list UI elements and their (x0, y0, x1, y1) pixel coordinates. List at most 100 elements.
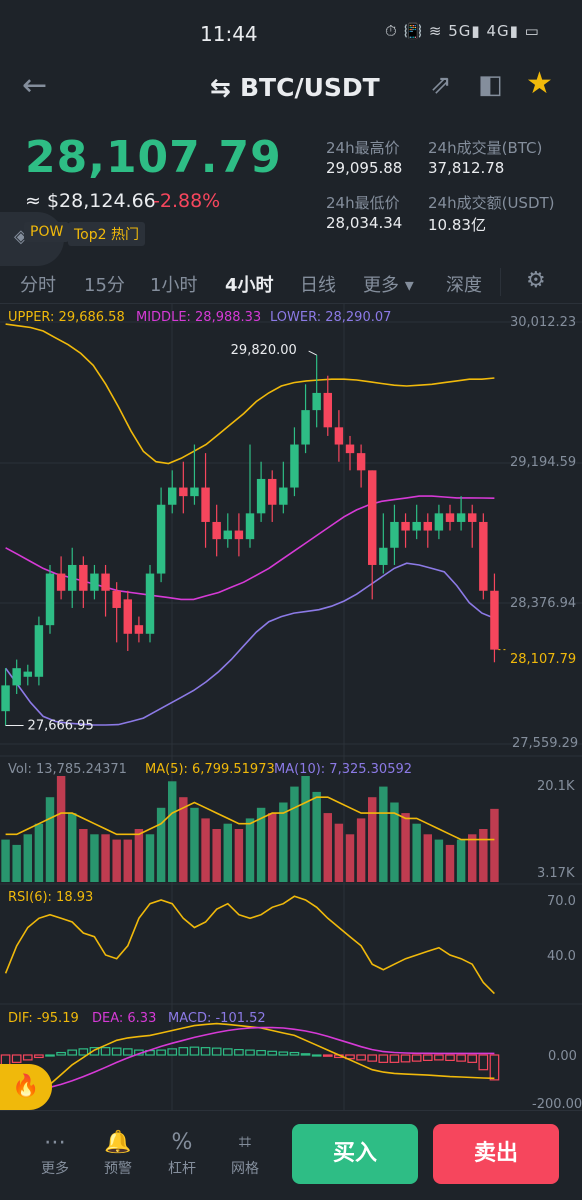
macd-hist-bar (34, 1054, 44, 1059)
boll-lower-line (4, 562, 495, 726)
macd-chart (0, 1022, 500, 1100)
candle-body (223, 530, 232, 540)
tab-depth[interactable]: 深度 (446, 275, 482, 296)
tab-more[interactable]: 更多 ▾ (363, 275, 414, 296)
volume-bar (79, 829, 88, 882)
percent-icon: % (171, 1130, 193, 1155)
volume-bar (201, 818, 210, 882)
tab-1d[interactable]: 日线 (300, 275, 336, 296)
fiat-price: ≈ $28,124.66 (25, 190, 156, 212)
high-value: 29,095.88 (326, 159, 403, 177)
macd-hist-bar (56, 1051, 66, 1056)
candle-body (145, 573, 155, 634)
macd-hist-bar (22, 1054, 33, 1061)
high-marker-line (308, 350, 317, 356)
last-price: 28,107.79 (25, 132, 282, 183)
nav-alert[interactable]: 🔔 预警 (91, 1130, 145, 1178)
boll-upper-label: UPPER: 29,686.58 (8, 310, 125, 325)
candle-body (412, 521, 421, 531)
candle-body (456, 513, 466, 522)
vol-ma5-label: MA(5): 6,799.51973 (145, 762, 275, 777)
volume-bar (45, 797, 55, 882)
candle-body (212, 521, 221, 540)
split-view-icon[interactable]: ◧ (478, 70, 503, 100)
macd-hist-bar (189, 1046, 200, 1056)
tag-top2-hot[interactable]: Top2 热门 (68, 222, 145, 246)
volume-bar (168, 781, 177, 882)
rsi-axis-label-1: 40.0 (547, 949, 576, 964)
candle-body (156, 504, 166, 574)
volume-bar (456, 839, 466, 882)
volume-bar (312, 791, 321, 882)
sell-button[interactable]: 卖出 (433, 1124, 559, 1184)
volume-ma5-line (5, 796, 495, 841)
macd-hist-bar (367, 1054, 378, 1062)
candle-body (79, 564, 88, 591)
tag-pow[interactable]: POW (24, 222, 70, 242)
high-marker-label: 29,820.00 (231, 343, 297, 358)
tab-1h[interactable]: 1小时 (150, 275, 198, 296)
tab-4h[interactable]: 4小时 (225, 275, 274, 296)
candle-body (334, 427, 344, 445)
volume-bar (68, 813, 77, 882)
candles (1, 355, 499, 726)
candle-body (479, 521, 488, 591)
volume-bar (468, 834, 477, 882)
macd-axis-label-0: 0.00 (548, 1049, 577, 1064)
volume-bar (268, 813, 277, 882)
change-percent: -2.88% (153, 190, 221, 212)
macd-hist-bar (200, 1047, 211, 1056)
macd-hist-bar (467, 1054, 478, 1063)
rsi-line (4, 895, 495, 995)
tab-15m[interactable]: 15分 (84, 275, 125, 296)
nav-leverage[interactable]: % 杠杆 (155, 1130, 209, 1178)
candle-body (468, 513, 477, 522)
chart-settings-icon[interactable]: ⚙ (526, 268, 546, 293)
macd-hist-bar (100, 1047, 111, 1056)
volume-bar (379, 786, 388, 882)
macd-hist-bar (45, 1054, 55, 1057)
vol-usdt-label: 24h成交额(USDT) (428, 194, 555, 212)
volume-bar (134, 829, 144, 882)
candle-body (134, 625, 144, 634)
macd-hist-bar (234, 1049, 244, 1056)
price-markers: 29,820.00 27,666.95 (5, 343, 506, 733)
pair-title[interactable]: BTC/USDT (240, 73, 380, 102)
macd-hist-bar (89, 1047, 100, 1056)
flame-icon[interactable]: 🔥 (0, 1064, 52, 1110)
candle-body (34, 625, 44, 677)
kline-chart[interactable]: UPPER: 29,686.58 MIDDLE: 28,988.33 LOWER… (0, 304, 582, 1110)
candle-body (323, 392, 332, 428)
candle-body (56, 573, 66, 591)
candle-body (179, 487, 188, 497)
nav-grid[interactable]: ⌗ 网格 (218, 1130, 272, 1178)
volume-bar (90, 834, 99, 882)
macd-hist-bar (67, 1049, 78, 1056)
swap-pair-icon[interactable]: ⇆ (210, 73, 231, 102)
nav-more[interactable]: ⋯ 更多 (28, 1130, 82, 1178)
nav-leverage-label: 杠杆 (168, 1161, 196, 1177)
last-price-axis-label: 28,107.79 (510, 652, 576, 667)
volume-bar (234, 829, 244, 882)
macd-hist-bar (278, 1051, 289, 1056)
vol-axis-label-0: 20.1K (537, 779, 575, 794)
boll-upper-line (5, 323, 495, 465)
vol-ma10-label: MA(10): 7,325.30592 (274, 762, 412, 777)
favorite-star-icon[interactable]: ★ (526, 66, 553, 101)
macd-hist-bar (289, 1051, 300, 1056)
macd-hist-bar (356, 1054, 366, 1061)
macd-hist-bar (267, 1050, 278, 1056)
candle-body (90, 573, 99, 591)
macd-dea-line (5, 1026, 495, 1093)
volume-bar (212, 829, 221, 882)
buy-button[interactable]: 买入 (292, 1124, 418, 1184)
macd-hist-bar (411, 1054, 422, 1062)
candle-body (379, 547, 388, 565)
share-icon[interactable]: ⇗ (430, 70, 452, 100)
tab-timeline[interactable]: 分时 (20, 275, 56, 296)
back-arrow-icon[interactable]: ← (22, 68, 48, 103)
volume-bar (368, 797, 377, 882)
volume-bar (34, 823, 44, 882)
candle-body (23, 671, 32, 677)
candle-body (368, 470, 377, 565)
